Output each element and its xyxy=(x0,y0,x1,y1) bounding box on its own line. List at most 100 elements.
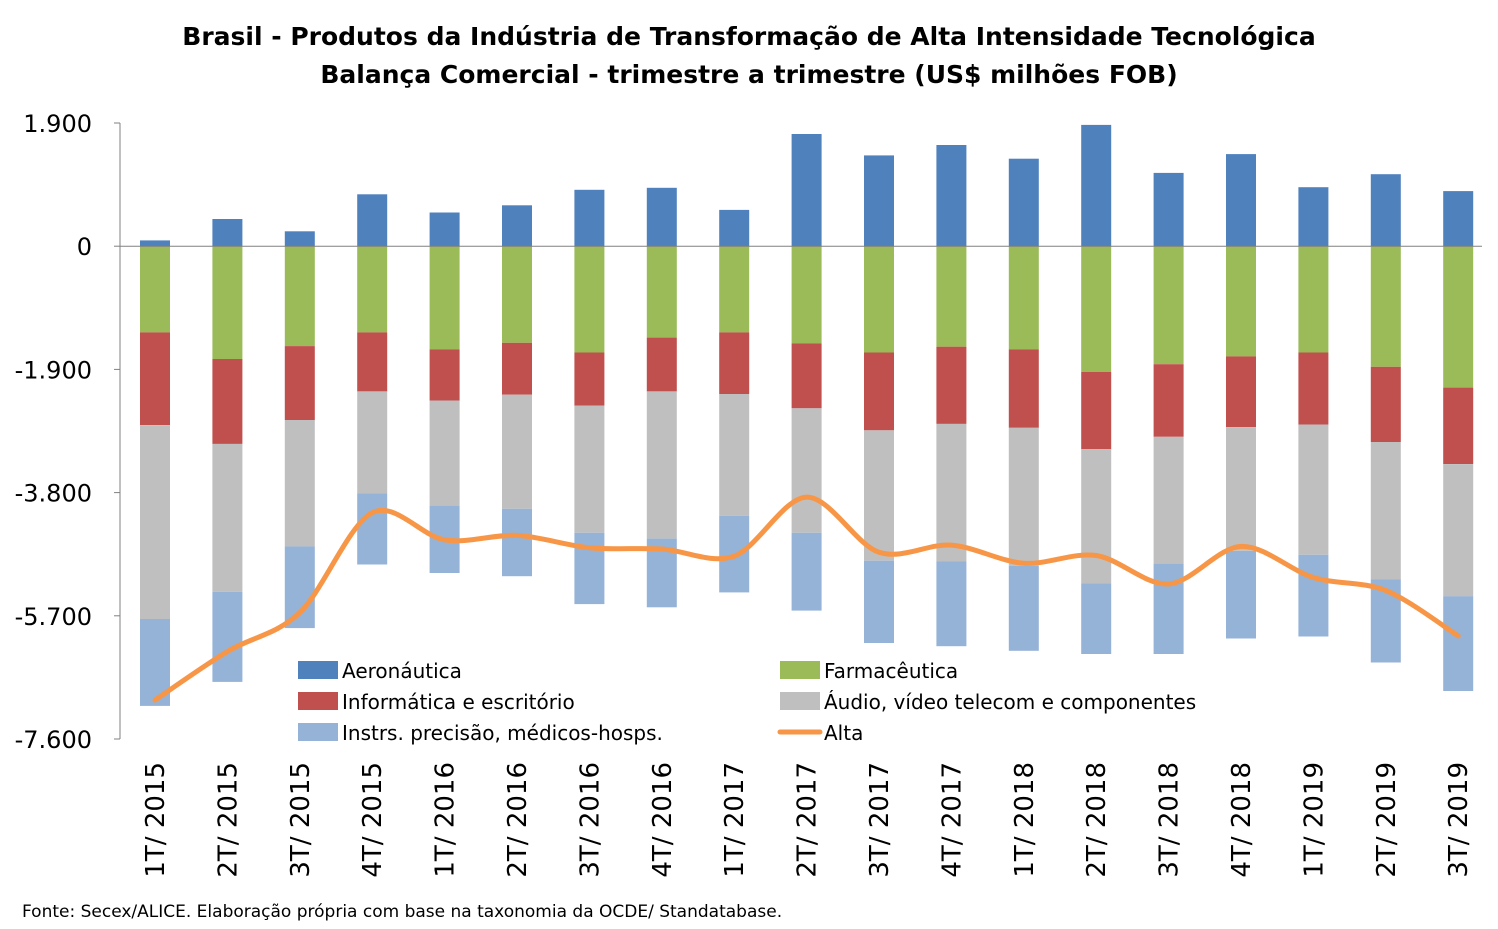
bar-instrs-precisao-medicos-hosps-3t-2017 xyxy=(864,560,894,643)
legend-swatch-informatica-e-escritorio xyxy=(298,692,338,710)
legend-label-instrs-precisao-medicos-hosps: Instrs. precisão, médicos-hosps. xyxy=(342,721,663,745)
bar-farmaceutica-4t-2016 xyxy=(646,246,677,338)
bar-farmaceutica-2t-2018 xyxy=(1081,246,1112,372)
bar-aeronautica-2t-2018 xyxy=(1081,124,1112,247)
bar-audio-video-telecom-e-componentes-1t-2015 xyxy=(140,425,170,620)
legend-label-alta: Alta xyxy=(824,721,863,745)
x-tick-label: 2T/ 2015 xyxy=(213,762,243,878)
legend-swatch-audio-video-telecom-e-componentes xyxy=(780,692,820,710)
legend-swatch-instrs-precisao-medicos-hosps xyxy=(298,723,338,741)
bar-instrs-precisao-medicos-hosps-2t-2015 xyxy=(212,591,243,682)
bar-informatica-e-escritorio-4t-2015 xyxy=(357,332,388,392)
bar-instrs-precisao-medicos-hosps-2t-2016 xyxy=(502,508,532,577)
bar-farmaceutica-1t-2016 xyxy=(429,246,460,350)
bar-aeronautica-4t-2018 xyxy=(1226,154,1256,247)
chart-title: Brasil - Produtos da Indústria de Transf… xyxy=(182,22,1316,51)
bar-aeronautica-2t-2016 xyxy=(502,205,532,247)
x-tick-label: 3T/ 2017 xyxy=(865,762,895,878)
bar-audio-video-telecom-e-componentes-3t-2017 xyxy=(864,430,894,561)
bar-audio-video-telecom-e-componentes-3t-2019 xyxy=(1443,464,1474,597)
bar-audio-video-telecom-e-componentes-4t-2018 xyxy=(1226,427,1256,551)
bar-informatica-e-escritorio-3t-2019 xyxy=(1443,387,1474,465)
bar-aeronautica-1t-2016 xyxy=(429,212,460,247)
chart-title-block: Brasil - Produtos da Indústria de Transf… xyxy=(0,18,1498,94)
bar-aeronautica-1t-2015 xyxy=(140,240,170,247)
legend-swatch-aeronautica xyxy=(298,661,338,679)
y-tick-label: 1.900 xyxy=(23,110,92,138)
x-tick-label: 3T/ 2015 xyxy=(286,762,316,878)
bar-audio-video-telecom-e-componentes-1t-2017 xyxy=(719,394,750,516)
x-tick-label: 3T/ 2019 xyxy=(1444,762,1474,878)
bar-aeronautica-1t-2017 xyxy=(719,209,750,247)
x-tick-label: 1T/ 2019 xyxy=(1299,762,1329,878)
bar-aeronautica-3t-2019 xyxy=(1443,191,1474,247)
x-tick-label: 4T/ 2015 xyxy=(358,762,388,878)
bar-farmaceutica-3t-2017 xyxy=(864,246,894,353)
bar-instrs-precisao-medicos-hosps-3t-2019 xyxy=(1443,596,1474,691)
bar-farmaceutica-4t-2017 xyxy=(936,246,967,347)
source-note: Fonte: Secex/ALICE. Elaboração própria c… xyxy=(22,902,783,922)
bar-farmaceutica-2t-2019 xyxy=(1370,246,1401,367)
x-tick-label: 2T/ 2018 xyxy=(1082,762,1112,878)
bar-farmaceutica-2t-2015 xyxy=(212,246,243,359)
bar-informatica-e-escritorio-1t-2017 xyxy=(719,332,750,394)
x-tick-label: 2T/ 2019 xyxy=(1372,762,1402,878)
y-tick-label: -7.600 xyxy=(15,726,92,754)
bar-aeronautica-2t-2019 xyxy=(1370,174,1401,247)
x-tick-label: 3T/ 2016 xyxy=(575,762,605,878)
bar-farmaceutica-1t-2018 xyxy=(1008,246,1039,350)
y-tick-label: -3.800 xyxy=(15,480,92,508)
bar-audio-video-telecom-e-componentes-4t-2017 xyxy=(936,423,967,562)
bar-aeronautica-3t-2016 xyxy=(574,189,605,247)
bar-aeronautica-3t-2015 xyxy=(284,231,315,247)
bar-audio-video-telecom-e-componentes-1t-2019 xyxy=(1298,424,1329,555)
chart-subtitle: Balança Comercial - trimestre a trimestr… xyxy=(320,60,1178,89)
bar-informatica-e-escritorio-1t-2018 xyxy=(1008,349,1039,428)
bar-farmaceutica-3t-2019 xyxy=(1443,246,1474,388)
bar-informatica-e-escritorio-3t-2018 xyxy=(1153,364,1184,437)
bar-instrs-precisao-medicos-hosps-3t-2016 xyxy=(574,532,605,605)
bar-farmaceutica-1t-2015 xyxy=(140,246,170,333)
legend-label-aeronautica: Aeronáutica xyxy=(342,659,462,683)
bar-aeronautica-1t-2018 xyxy=(1008,158,1039,247)
bar-instrs-precisao-medicos-hosps-1t-2019 xyxy=(1298,554,1329,637)
bar-instrs-precisao-medicos-hosps-1t-2018 xyxy=(1008,565,1039,651)
bar-farmaceutica-4t-2018 xyxy=(1226,246,1256,357)
bar-audio-video-telecom-e-componentes-4t-2016 xyxy=(646,391,677,539)
legend: Aeronáutica Farmacêutica Informática e esc… xyxy=(292,654,1212,746)
bar-farmaceutica-3t-2018 xyxy=(1153,246,1184,365)
bar-audio-video-telecom-e-componentes-3t-2018 xyxy=(1153,436,1184,564)
bar-informatica-e-escritorio-2t-2019 xyxy=(1370,366,1401,442)
bar-audio-video-telecom-e-componentes-2t-2017 xyxy=(791,408,822,533)
bar-aeronautica-4t-2016 xyxy=(646,187,677,247)
line-layer xyxy=(152,494,1461,703)
legend-label-audio-video-telecom-e-componentes: Áudio, vídeo telecom e componentes xyxy=(824,690,1196,714)
bar-instrs-precisao-medicos-hosps-3t-2018 xyxy=(1153,563,1184,658)
bar-audio-video-telecom-e-componentes-4t-2015 xyxy=(357,391,388,494)
bar-aeronautica-4t-2017 xyxy=(936,145,967,247)
bar-audio-video-telecom-e-componentes-1t-2018 xyxy=(1008,427,1039,566)
x-tick-label: 1T/ 2018 xyxy=(1010,762,1040,878)
bar-farmaceutica-1t-2019 xyxy=(1298,246,1329,353)
x-tick-label: 1T/ 2017 xyxy=(720,762,750,878)
bar-informatica-e-escritorio-4t-2016 xyxy=(646,337,677,392)
bar-informatica-e-escritorio-2t-2018 xyxy=(1081,372,1112,450)
bar-informatica-e-escritorio-1t-2019 xyxy=(1298,352,1329,425)
x-tick-label: 3T/ 2018 xyxy=(1155,762,1185,878)
bar-farmaceutica-1t-2017 xyxy=(719,246,750,333)
bar-aeronautica-1t-2019 xyxy=(1298,187,1329,247)
bar-aeronautica-2t-2017 xyxy=(791,134,822,247)
bar-aeronautica-3t-2018 xyxy=(1153,172,1184,247)
bars-layer xyxy=(140,124,1474,706)
bar-audio-video-telecom-e-componentes-2t-2019 xyxy=(1370,442,1401,580)
bar-aeronautica-4t-2015 xyxy=(357,194,388,247)
bar-informatica-e-escritorio-2t-2016 xyxy=(502,342,532,395)
bar-informatica-e-escritorio-3t-2016 xyxy=(574,352,605,406)
x-tick-label: 1T/ 2016 xyxy=(431,762,461,878)
bar-instrs-precisao-medicos-hosps-4t-2015 xyxy=(357,493,388,565)
y-tick-label: 0 xyxy=(77,233,92,261)
bar-informatica-e-escritorio-3t-2017 xyxy=(864,352,894,431)
bar-informatica-e-escritorio-3t-2015 xyxy=(284,346,315,420)
x-tick-label: 4T/ 2018 xyxy=(1227,762,1257,878)
